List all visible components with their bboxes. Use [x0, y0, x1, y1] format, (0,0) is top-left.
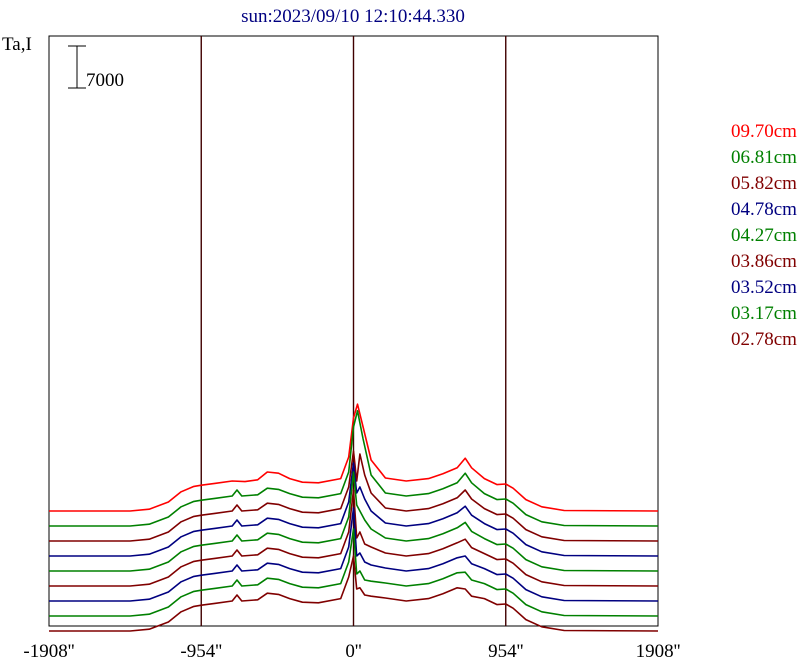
series-line-06.81cm	[49, 410, 659, 527]
series-line-04.78cm	[49, 462, 659, 557]
series-line-09.70cm	[49, 403, 659, 512]
x-tick-label: -954''	[180, 641, 222, 662]
legend-entry: 03.52cm	[731, 277, 797, 298]
series-line-02.78cm	[49, 555, 659, 632]
y-axis-label: Ta,I	[2, 34, 32, 55]
legend-entry: 02.78cm	[731, 329, 797, 350]
legend-entry: 04.78cm	[731, 199, 797, 220]
x-tick-labels: -1908'' -954'' 0'' 954'' 1908''	[23, 641, 680, 662]
x-tick-label: -1908''	[23, 641, 74, 662]
series-line-04.27cm	[49, 471, 659, 572]
x-tick-label: 0''	[345, 641, 361, 662]
chart-title: sun:2023/09/10 12:10:44.330	[241, 6, 465, 27]
legend-entry: 03.86cm	[731, 251, 797, 272]
x-tick-label: 1908''	[636, 641, 681, 662]
legend-entry: 04.27cm	[731, 225, 797, 246]
series-line-03.52cm	[49, 507, 659, 602]
legend-entry: 03.17cm	[731, 303, 797, 324]
x-tick-label: 954''	[488, 641, 523, 662]
series-line-03.17cm	[49, 528, 659, 617]
legend-entry: 05.82cm	[731, 173, 797, 194]
series-line-03.86cm	[49, 489, 659, 587]
legend: 09.70cm 06.81cm 05.82cm 04.78cm 04.27cm 03.86…	[731, 121, 797, 350]
legend-entry: 09.70cm	[731, 121, 797, 142]
scale-bar-label: 7000	[86, 70, 124, 91]
series-line-05.82cm	[49, 450, 659, 542]
intensity-scale-bar	[68, 45, 86, 89]
series-group	[49, 403, 659, 632]
legend-entry: 06.81cm	[731, 147, 797, 168]
vertical-markers	[200, 36, 507, 626]
